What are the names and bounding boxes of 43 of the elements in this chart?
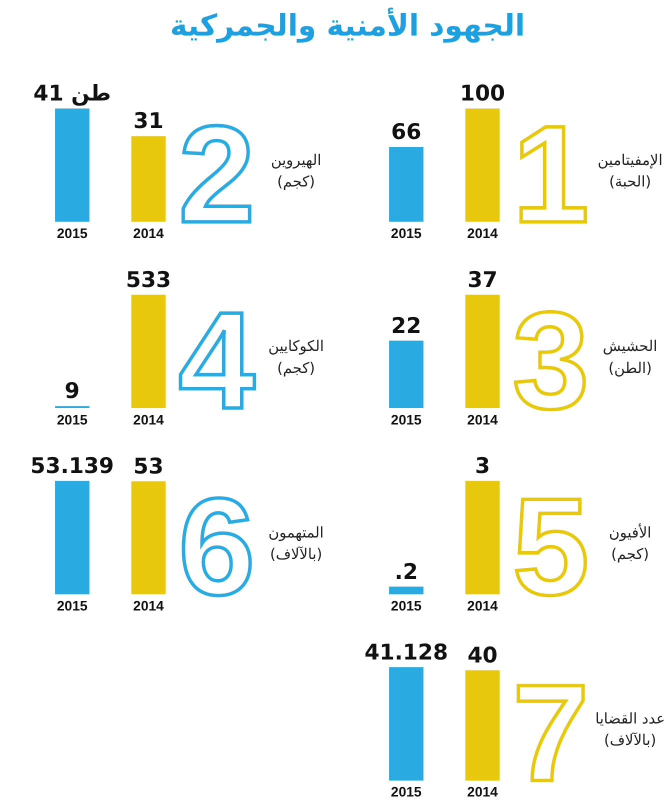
x-tick-label: 2015: [390, 784, 422, 800]
annotation: 1: [512, 98, 590, 252]
x-tick-label: 2015: [390, 226, 422, 242]
x-tick-label: 2014: [467, 412, 498, 428]
annotation: 6: [178, 470, 256, 624]
annotation: 3: [512, 284, 590, 438]
y-axis-title: الهيروين (كجم): [270, 152, 322, 191]
x-tick-label: 2015: [56, 226, 88, 242]
data-label: 41 طن: [33, 82, 111, 107]
chart-title: الجهود الأمنية والجمركية: [170, 8, 525, 44]
y-axis-title: الأفيون (كجم): [608, 522, 652, 564]
data-label: 53: [133, 454, 164, 480]
data-label: 66: [391, 120, 422, 146]
y-axis-title: المتهمون (بالآلاف): [268, 524, 324, 564]
x-tick-label: 2015: [390, 412, 422, 428]
y-axis-title: الإمفيتامين (الحبة): [598, 152, 663, 191]
data-label: 31: [133, 109, 164, 134]
x-tick-label: 2015: [56, 598, 88, 614]
annotation: 4: [178, 284, 256, 438]
data-label: 9: [64, 379, 80, 404]
annotation: 5: [512, 470, 590, 624]
data-label: 53.139: [30, 454, 114, 480]
x-tick-label: 2015: [390, 598, 422, 614]
x-tick-label: 2014: [133, 412, 164, 428]
x-tick-label: 2014: [467, 784, 498, 800]
x-tick-label: 2014: [467, 598, 498, 614]
data-label: 37: [467, 268, 498, 293]
x-tick-label: 2014: [467, 226, 498, 242]
annotation: 7: [512, 656, 590, 803]
annotation: 2: [178, 98, 256, 252]
x-tick-label: 2015: [56, 412, 88, 428]
data-label: 3: [474, 454, 490, 480]
x-tick-label: 2014: [133, 226, 164, 242]
data-label: 22: [391, 314, 422, 339]
y-axis-title: عدد القضايا (بالآلاف): [595, 710, 665, 750]
data-label: 40: [467, 643, 498, 668]
y-axis-title: الحشيش (الطن): [602, 338, 658, 377]
data-label: .2: [394, 560, 418, 585]
x-tick-label: 2014: [133, 598, 164, 614]
y-axis-title: الكوكايين (كجم): [268, 338, 324, 377]
data-label: 41.128: [364, 640, 448, 666]
data-label: 533: [126, 268, 172, 293]
data-label: 100: [460, 82, 506, 107]
